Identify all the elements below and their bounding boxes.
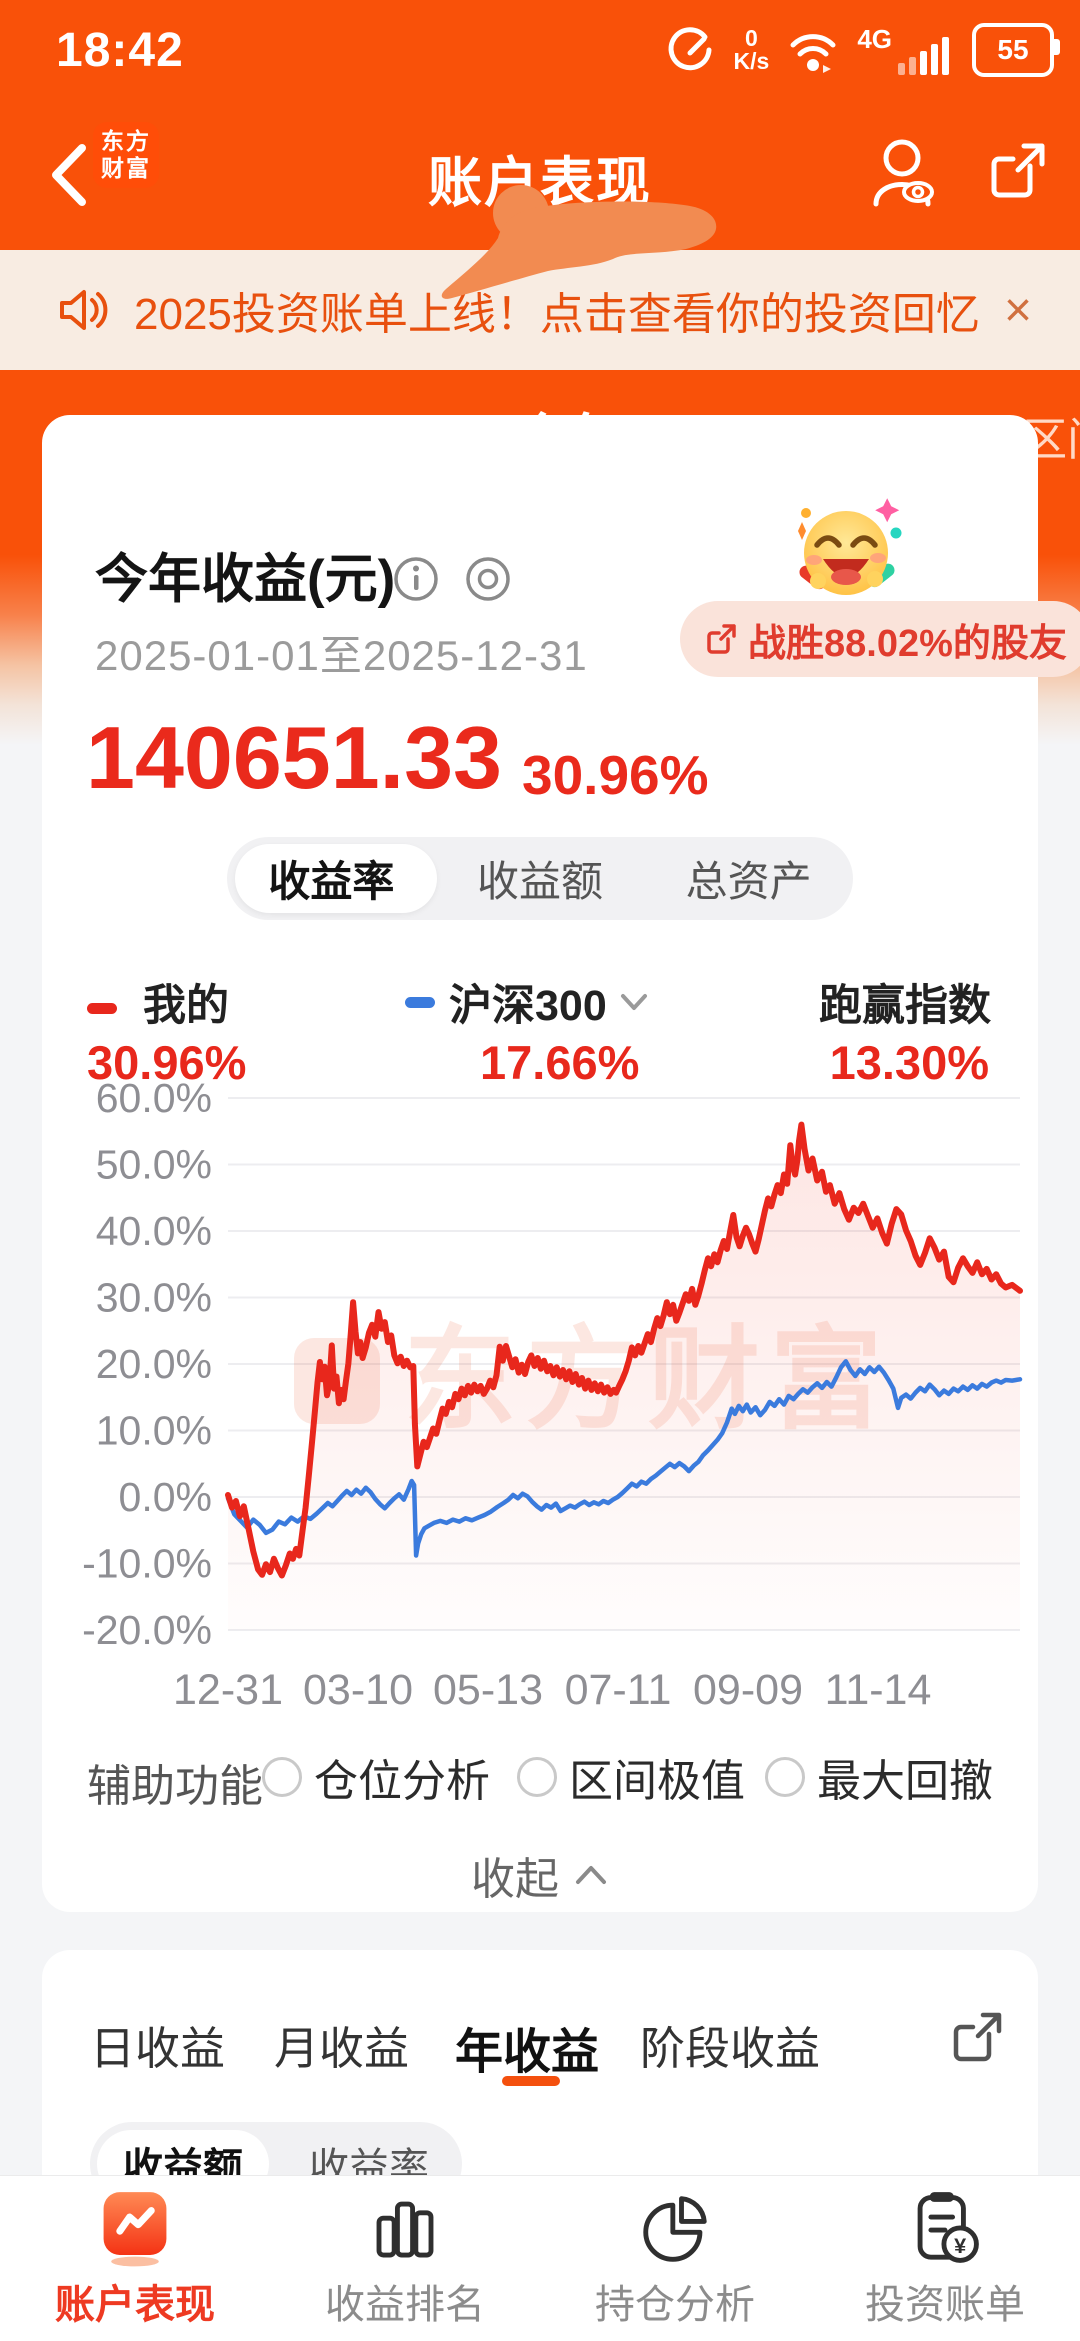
svg-text:-10.0%: -10.0% [82, 1541, 212, 1587]
tab-yearly-return[interactable]: 年收益 [455, 2026, 600, 2079]
beat-percent-badge[interactable]: 战胜88.02%的股友 [680, 601, 1080, 677]
svg-text:12-31: 12-31 [173, 1666, 283, 1714]
svg-text:11-14: 11-14 [825, 1666, 932, 1714]
active-tab-indicator [502, 2076, 560, 2086]
svg-text:40.0%: 40.0% [96, 1208, 212, 1254]
notice-banner[interactable]: 2025投资账单上线！点击查看你的投资回忆 × [0, 250, 1080, 370]
chevron-down-icon [620, 994, 647, 1010]
clock: 18:42 [56, 23, 184, 77]
tab-monthly-return[interactable]: 月收益 [274, 2023, 410, 2074]
notice-text: 2025投资账单上线！点击查看你的投资回忆 [134, 290, 980, 339]
svg-text:10.0%: 10.0% [96, 1408, 212, 1454]
svg-text:-20.0%: -20.0% [82, 1607, 212, 1653]
option-max-drawdown[interactable]: 最大回撤 [765, 1745, 993, 1809]
pie-chart-icon [643, 2196, 707, 2262]
radio-icon[interactable] [262, 1757, 302, 1797]
nav-account-performance[interactable]: 账户表现 [0, 2176, 270, 2341]
status-bar: 18:42 0 K/s 4G 55 [0, 0, 1080, 100]
blue-dash-icon [405, 996, 435, 1008]
info-icon[interactable] [392, 555, 440, 603]
outperform-value: 13.30% [829, 1036, 989, 1089]
share-icon[interactable] [947, 2006, 1005, 2068]
segment-amount[interactable]: 收益额 [477, 858, 604, 905]
signal-bars-icon [898, 36, 949, 75]
svg-text:¥: ¥ [954, 2233, 966, 2258]
radio-icon[interactable] [765, 1757, 805, 1797]
celebration-emoji [798, 498, 902, 595]
battery-icon: 55 [972, 23, 1060, 77]
segment-rate[interactable]: 收益率 [268, 858, 395, 905]
svg-text:30.0%: 30.0% [96, 1275, 212, 1321]
cellular-signal: 4G [857, 24, 956, 77]
option-position-analysis[interactable]: 仓位分析 [262, 1745, 490, 1809]
trend-badge-icon [103, 2192, 167, 2267]
legend-outperform: 跑赢指数 [819, 982, 991, 1030]
index-value: 17.66% [480, 1036, 640, 1089]
profit-rate: 30.96% [522, 744, 709, 806]
nav-investment-bill[interactable]: ¥ 投资账单 [810, 2176, 1080, 2341]
share-icon[interactable] [984, 136, 1050, 206]
aux-functions-label: 辅助功能 [87, 1762, 263, 1811]
close-icon[interactable]: × [1003, 283, 1032, 337]
svg-text:07-11: 07-11 [565, 1666, 672, 1714]
nav-return-ranking[interactable]: 收益排名 [270, 2176, 540, 2341]
date-range: 2025-01-01至2025-12-31 [95, 632, 588, 679]
tab-stage-return[interactable]: 阶段收益 [640, 2023, 821, 2074]
eye-visibility-icon[interactable] [462, 555, 514, 603]
option-range-extremes[interactable]: 区间极值 [517, 1745, 745, 1809]
svg-text:09-09: 09-09 [693, 1666, 803, 1714]
red-dash-icon [87, 1003, 117, 1014]
speaker-icon [60, 290, 108, 330]
collapse-button[interactable]: 收起 [42, 1843, 1038, 1907]
svg-text:60.0%: 60.0% [96, 1080, 212, 1121]
network-monitor-icon [668, 27, 712, 71]
legend-index[interactable]: 沪深300 [405, 971, 651, 1033]
mine-value: 30.96% [87, 1036, 247, 1089]
profit-amount: 140651.33 [86, 708, 502, 807]
svg-text:05-13: 05-13 [433, 1666, 543, 1714]
wifi-icon [790, 34, 836, 73]
profile-visibility-icon[interactable] [866, 134, 942, 214]
bottom-nav-bar: 账户表现 收益排名 持仓分析 ¥ 投资账单 [0, 2175, 1080, 2341]
svg-text:50.0%: 50.0% [96, 1142, 212, 1188]
performance-line-chart[interactable]: 60.0% 50.0% 40.0% 30.0% 20.0% 10.0% 0.0% -10.0%… [42, 1080, 1038, 1740]
segmented-selected-pill [235, 844, 437, 913]
performance-card: 今年收益(元) 2025-01-01至2025-12-31 [42, 415, 1080, 1912]
metric-segmented-control: 收益率 收益额 总资产 [227, 837, 853, 920]
tab-daily-return[interactable]: 日收益 [90, 2023, 226, 2074]
bar-chart-icon [376, 2201, 434, 2258]
badge-share-icon [707, 624, 736, 654]
back-icon[interactable] [42, 140, 102, 210]
svg-text:03-10: 03-10 [303, 1666, 413, 1714]
legend-mine: 我的 [87, 971, 229, 1033]
chevron-up-icon [576, 1866, 606, 1884]
svg-text:0.0%: 0.0% [119, 1474, 212, 1520]
card-title: 今年收益(元) [95, 550, 396, 609]
app-header: 东方 财富 账户表现 [0, 100, 1080, 250]
segment-total-assets[interactable]: 总资产 [685, 858, 812, 905]
bill-yuan-icon: ¥ [917, 2192, 979, 2263]
eastmoney-logo[interactable]: 东方 财富 [93, 122, 159, 188]
network-speed: 0 K/s [733, 25, 770, 74]
nav-position-analysis[interactable]: 持仓分析 [540, 2176, 810, 2341]
svg-text:20.0%: 20.0% [96, 1341, 212, 1387]
radio-icon[interactable] [517, 1757, 557, 1797]
